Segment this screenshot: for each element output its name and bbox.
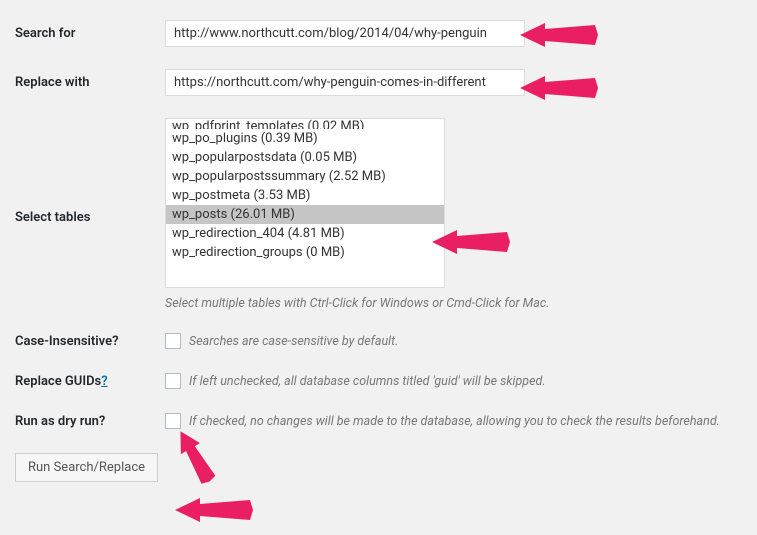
dry-run-checkbox[interactable] — [165, 413, 181, 429]
table-option[interactable]: wp_pdfprint_templates (0.02 MB) — [166, 119, 444, 129]
table-option[interactable]: wp_popularpostsdata (0.05 MB) — [166, 148, 444, 167]
case-insensitive-hint: Searches are case-sensitive by default. — [189, 334, 398, 349]
select-tables-listbox[interactable]: wp_pdfprint_templates (0.02 MB)wp_po_plu… — [165, 118, 445, 288]
table-option[interactable]: wp_redirection_groups (0 MB) — [166, 243, 444, 262]
search-for-input[interactable] — [165, 20, 525, 47]
replace-guids-hint: If left unchecked, all database columns … — [189, 374, 546, 389]
table-option[interactable]: wp_posts (26.01 MB) — [166, 205, 444, 224]
case-insensitive-label: Case-Insensitive? — [15, 334, 165, 349]
replace-guids-label: Replace GUIDs? — [15, 374, 165, 389]
dry-run-label: Run as dry run? — [15, 414, 165, 429]
table-option[interactable]: wp_po_plugins (0.39 MB) — [166, 129, 444, 148]
table-option[interactable]: wp_popularpostssummary (2.52 MB) — [166, 167, 444, 186]
arrow-annotation-icon — [175, 490, 255, 530]
table-option[interactable]: wp_redirection_404 (4.81 MB) — [166, 224, 444, 243]
select-tables-hint: Select multiple tables with Ctrl-Click f… — [165, 296, 742, 311]
run-search-replace-button[interactable]: Run Search/Replace — [15, 453, 158, 482]
replace-with-label: Replace with — [15, 69, 165, 90]
case-insensitive-checkbox[interactable] — [165, 333, 181, 349]
select-tables-label: Select tables — [15, 204, 165, 225]
replace-guids-help-link[interactable]: ? — [101, 374, 107, 389]
dry-run-hint: If checked, no changes will be made to t… — [189, 414, 720, 429]
replace-with-input[interactable] — [165, 69, 525, 96]
search-for-label: Search for — [15, 20, 165, 41]
table-option[interactable]: wp_postmeta (3.53 MB) — [166, 186, 444, 205]
replace-guids-checkbox[interactable] — [165, 373, 181, 389]
